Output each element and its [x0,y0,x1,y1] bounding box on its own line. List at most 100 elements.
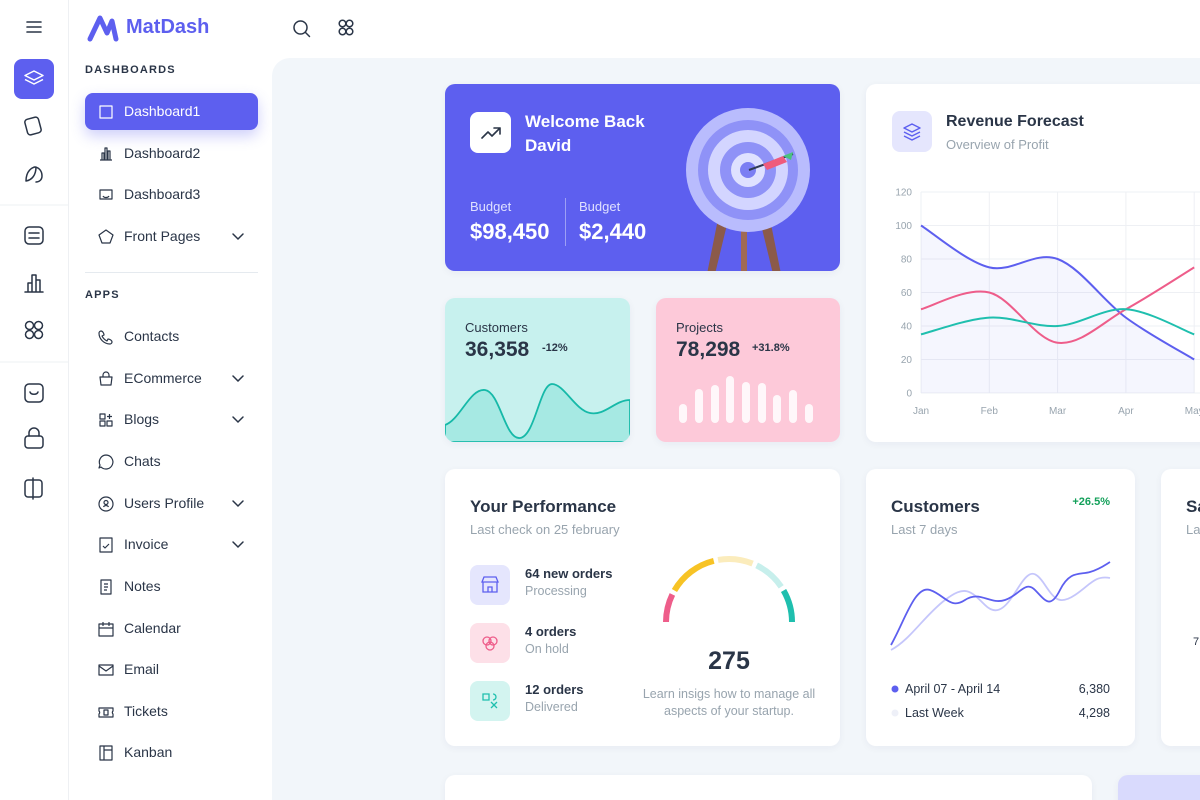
sidebar-section-title: APPS [85,289,120,301]
nav-icon [98,707,114,718]
nav-icon [99,371,113,386]
bottom-card [445,775,1092,800]
performance-note: Learn insigs how to manage all aspects o… [642,687,816,718]
nav-item[interactable]: Calendar [85,610,258,647]
nav-icon-path [99,537,113,553]
rail-icon [28,232,40,239]
welcome-card: Welcome Back David Budget $98,450 Budget… [445,84,840,271]
bottom-card [1118,775,1200,800]
menu-icon[interactable] [26,21,42,33]
nav-item[interactable]: Dashboard2 [85,135,258,172]
customers-change: +26.5% [1072,496,1110,508]
y-tick-label: 20 [901,355,913,366]
search-icon[interactable] [293,20,308,35]
gauge-segment [717,556,754,567]
search-icon [304,31,311,38]
nav-icon-path [98,229,114,244]
performance-item-title: 4 orders [525,624,577,639]
nav-icon-path [98,622,114,637]
nav-icon [99,189,113,200]
stat-label: Customers [465,320,528,335]
trend-icon [481,127,501,139]
customers-title: Customers [891,497,980,516]
nav-icon-path [100,147,112,161]
nav-item[interactable]: Invoice [85,526,258,563]
gauge-segment [671,557,715,593]
chevron-icon [232,541,244,549]
apps-icon [345,27,354,36]
x-tick-label: Jan [913,406,929,417]
nav-item[interactable]: Tickets [85,693,258,730]
rail-icon[interactable] [24,383,44,403]
nav-icon-path [99,105,113,119]
rail-icon [24,329,35,340]
budget-value: $98,450 [470,219,550,244]
nav-label: Dashboard3 [124,186,201,202]
rail-icon[interactable] [24,116,42,136]
gauge-segment [755,562,784,589]
nav-item[interactable]: Notes [85,568,258,605]
nav-label: Dashboard2 [124,145,201,161]
nav-icon-path [100,579,112,595]
nav-label: Blogs [124,411,160,427]
nav-icon [99,413,113,427]
performance-icon-path [482,693,498,709]
stat-change: -12% [542,342,568,354]
performance-item-title: 12 orders [525,682,584,697]
y-tick-label: 100 [895,221,912,232]
nav-icon-path [99,189,113,200]
nav-icon [98,454,114,470]
welcome-title: Welcome Back David [525,112,645,155]
nav-item[interactable]: ECommerce [85,360,258,397]
nav-item[interactable]: Dashboard3 [85,176,258,213]
nav-label: Email [124,661,160,677]
performance-icon [482,636,498,651]
rail-icon[interactable] [24,274,44,293]
performance-card: Your Performance Last check on 25 februa… [445,469,840,746]
target-illustration [686,108,810,271]
performance-icon-path [481,576,499,593]
budget-divider [565,198,566,246]
nav-label: Contacts [124,328,180,344]
nav-item[interactable]: Blogs [85,401,258,438]
nav-icon [98,229,114,244]
stat-change: +31.8% [752,342,790,354]
nav-item[interactable]: Users Profile [85,485,258,522]
legend-value: 4,298 [1078,706,1110,720]
nav-item[interactable]: Chats [85,443,258,480]
nav-item[interactable]: Dashboard1 [85,93,258,130]
budget-label: Budget [470,199,512,214]
y-tick-label: 120 [895,188,912,199]
nav-icon-path [99,371,113,386]
nav-item[interactable]: Contacts [85,318,258,355]
nav-label: Front Pages [124,228,201,244]
apps-icon [345,19,354,28]
nav-icon [98,664,114,676]
rail-icon[interactable] [24,320,35,331]
revenue-subtitle: Overview of Profit [946,137,1049,152]
nav-label: Users Profile [124,495,205,511]
rail-icon[interactable] [24,435,44,449]
rail-icon[interactable] [25,166,43,183]
customers-sparkline [890,561,1111,717]
legend-label: April 07 - April 14 [905,682,1001,696]
performance-icon [481,576,499,593]
series-line [920,308,1195,336]
x-tick-label: Apr [1118,406,1134,417]
nav-item[interactable]: Email [85,651,258,688]
nav-icon [98,496,114,512]
nav-item[interactable]: Front Pages [85,218,258,255]
performance-icon-path [482,636,498,651]
nav-label: Dashboard1 [124,103,201,119]
nav-icon [100,147,112,161]
rail-border [68,0,69,800]
performance-subtitle: Last check on 25 february [470,522,620,537]
chevron-icon [232,500,244,508]
rail-icon[interactable] [24,226,44,245]
nav-icon-path [98,496,114,512]
chevron-path [232,233,244,241]
nav-item[interactable]: Kanban [85,734,258,771]
rail-active[interactable] [14,59,54,99]
